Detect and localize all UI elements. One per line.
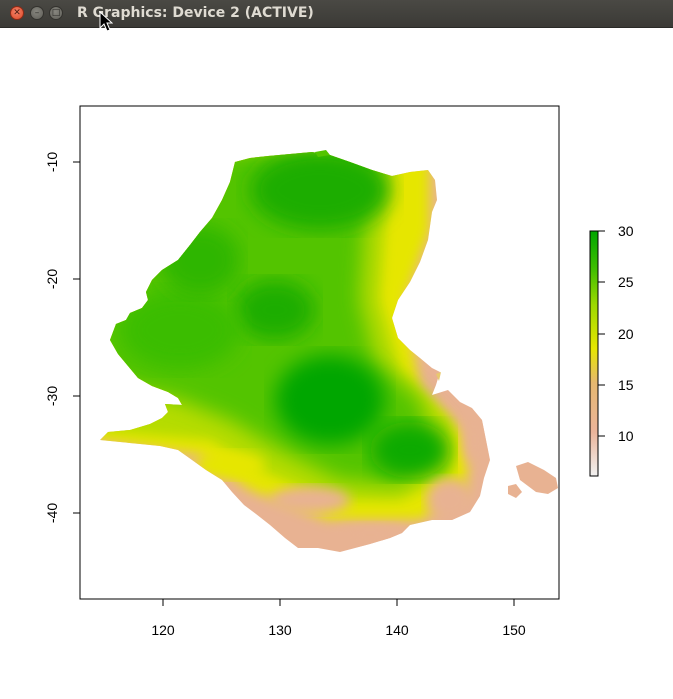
legend-tick-label: 20 [618,326,634,342]
window-title: R Graphics: Device 2 (ACTIVE) [77,5,314,21]
x-tick-label: 140 [385,622,409,638]
color-legend: 30 25 20 15 10 [589,223,634,477]
minimize-window-button[interactable]: – [30,6,44,20]
x-tick-label: 120 [151,622,175,638]
legend-tick-label: 30 [618,223,634,239]
mouse-pointer-icon [99,11,113,32]
legend-tick-label: 25 [618,274,634,290]
y-tick-label: -40 [44,503,60,523]
maximize-window-button[interactable]: □ [49,6,63,20]
y-tick-label: -20 [44,269,60,289]
y-tick-label: -10 [44,152,60,172]
y-tick-label: -30 [44,386,60,406]
close-window-button[interactable]: ✕ [10,6,24,20]
x-axis [162,598,515,606]
y-axis [73,161,81,514]
legend-colorbar [589,230,599,477]
island-east [516,462,558,494]
legend-tick-label: 10 [618,428,634,444]
plot-canvas: 120 130 140 150 -10 -20 -30 -40 30 25 [0,28,673,699]
x-tick-label: 130 [268,622,292,638]
raster-plot: 120 130 140 150 -10 -20 -30 -40 30 25 [44,105,634,638]
legend-tick-label: 15 [618,377,634,393]
x-tick-label: 150 [502,622,526,638]
window-titlebar[interactable]: ✕ – □ R Graphics: Device 2 (ACTIVE) [0,0,673,32]
